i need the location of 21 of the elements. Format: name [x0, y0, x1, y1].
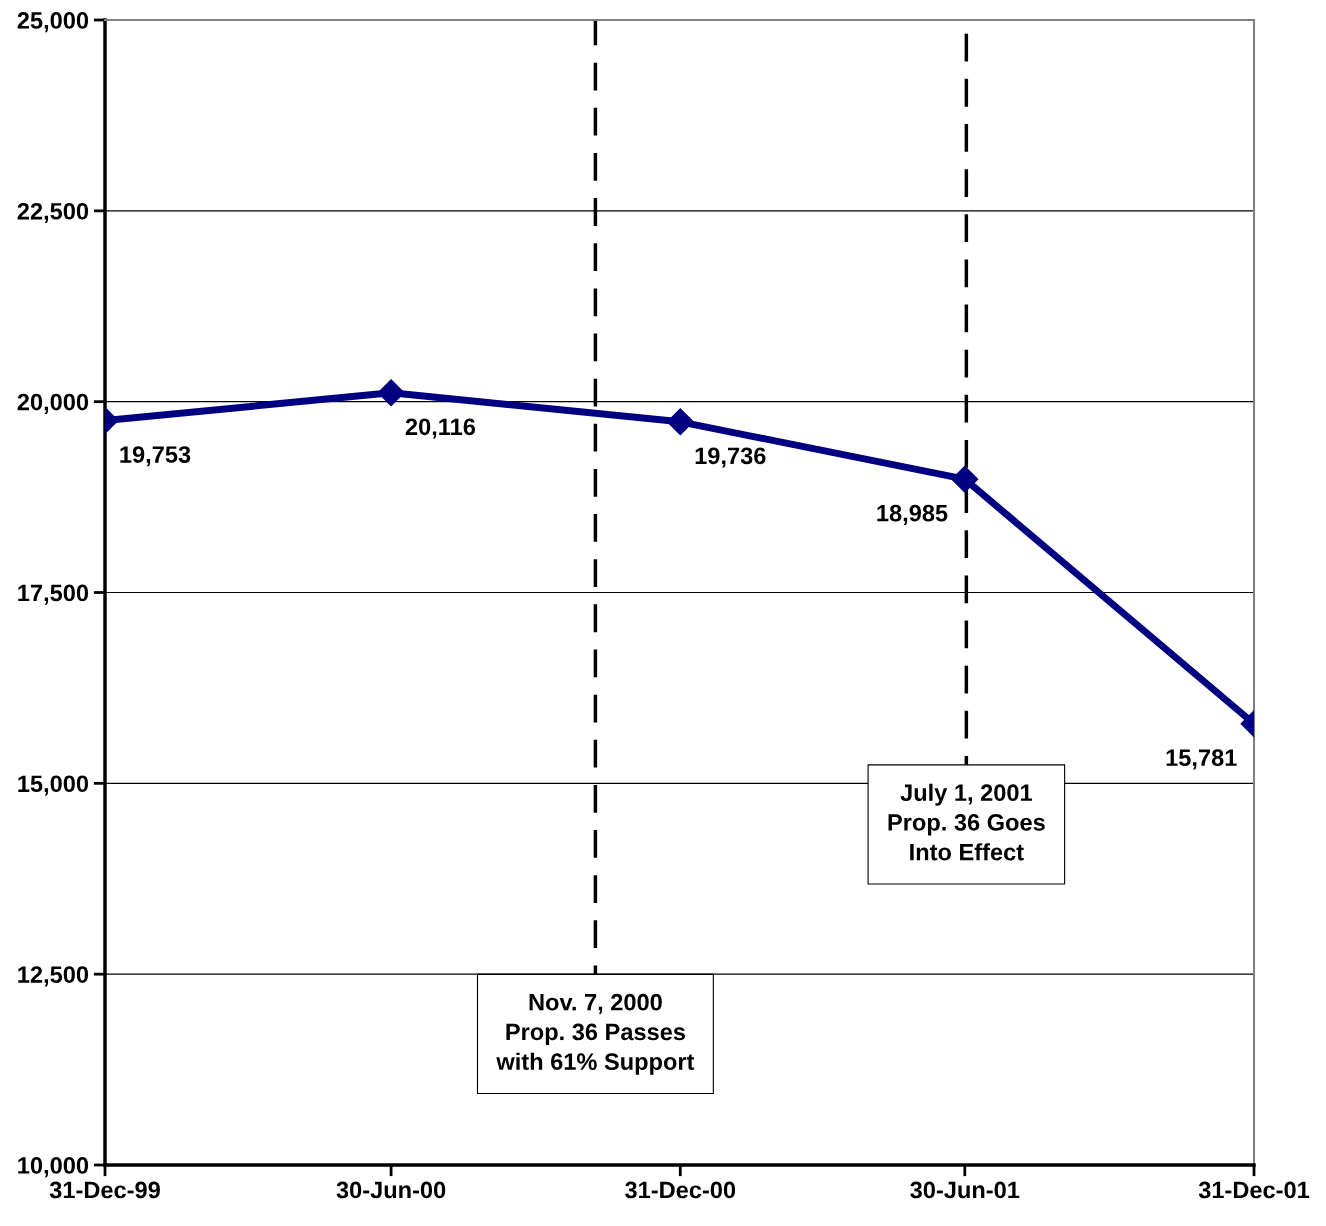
x-tick-label: 30-Jun-01: [910, 1181, 1020, 1199]
data-label: 19,736: [695, 447, 766, 468]
data-label: 18,985: [877, 504, 948, 525]
data-label: 15,781: [1166, 749, 1237, 770]
y-tick-label: 17,500: [18, 584, 89, 605]
data-label: 19,753: [120, 446, 191, 467]
y-tick-label: 15,000: [18, 775, 89, 796]
point: [951, 465, 979, 493]
y-tick-label: 20,000: [17, 393, 89, 414]
y-tick-label: 12,500: [18, 966, 89, 987]
ref-line-label: Nov. 7, 2000 Prop. 36 Passes with 61% Support: [496, 993, 695, 1075]
y-tick-label: 10,000: [18, 1157, 89, 1178]
x-tick-label: 31-Dec-00: [625, 1181, 736, 1199]
x-tick-label: 31-Dec-01: [1198, 1181, 1310, 1199]
x-tick-label: 30-Jun-00: [336, 1181, 446, 1199]
point: [666, 408, 694, 436]
ref-line-label: July 1, 2001 Prop. 36 Goes Into Effect: [888, 783, 1045, 861]
x-tick-label: 31-Dec-99: [49, 1181, 160, 1199]
y-tick-label: 22,500: [17, 202, 89, 224]
y-tick-label: 25,000: [17, 12, 89, 33]
data-label: 20,116: [405, 418, 476, 439]
